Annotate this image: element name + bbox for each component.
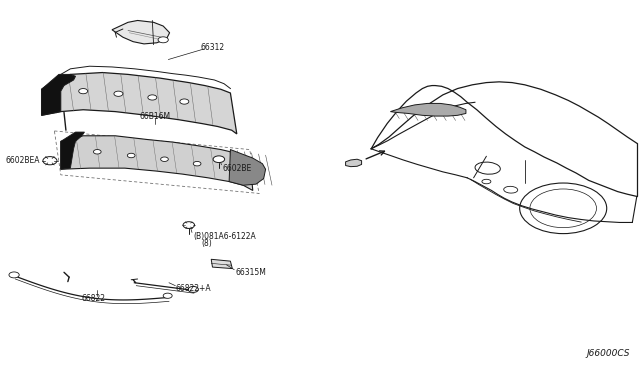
Polygon shape [346,159,362,167]
Text: 66822: 66822 [82,294,106,303]
Circle shape [114,91,123,96]
Text: 66312: 66312 [200,43,225,52]
Polygon shape [390,103,466,116]
Polygon shape [42,73,237,134]
Circle shape [161,157,168,161]
Circle shape [188,286,198,292]
Circle shape [43,157,57,165]
Circle shape [183,222,195,228]
Polygon shape [42,74,76,115]
Text: (B)081A6-6122A: (B)081A6-6122A [193,232,256,241]
Circle shape [158,37,168,43]
Circle shape [79,89,88,94]
Text: 66315M: 66315M [236,268,266,277]
Circle shape [163,293,172,298]
Circle shape [93,150,101,154]
Circle shape [213,156,225,163]
Text: 66B16M: 66B16M [140,112,171,121]
Polygon shape [211,259,232,269]
Polygon shape [229,150,266,185]
Circle shape [127,153,135,158]
Text: 6602BE: 6602BE [223,164,252,173]
Circle shape [193,161,201,166]
Text: (8): (8) [202,239,212,248]
Polygon shape [112,20,170,44]
Text: 66822+A: 66822+A [176,284,212,293]
Polygon shape [61,136,253,190]
Text: J66000CS: J66000CS [587,349,630,358]
Text: 6602BEA: 6602BEA [5,156,40,165]
Circle shape [180,99,189,104]
Circle shape [148,95,157,100]
Circle shape [9,272,19,278]
Polygon shape [61,132,84,169]
